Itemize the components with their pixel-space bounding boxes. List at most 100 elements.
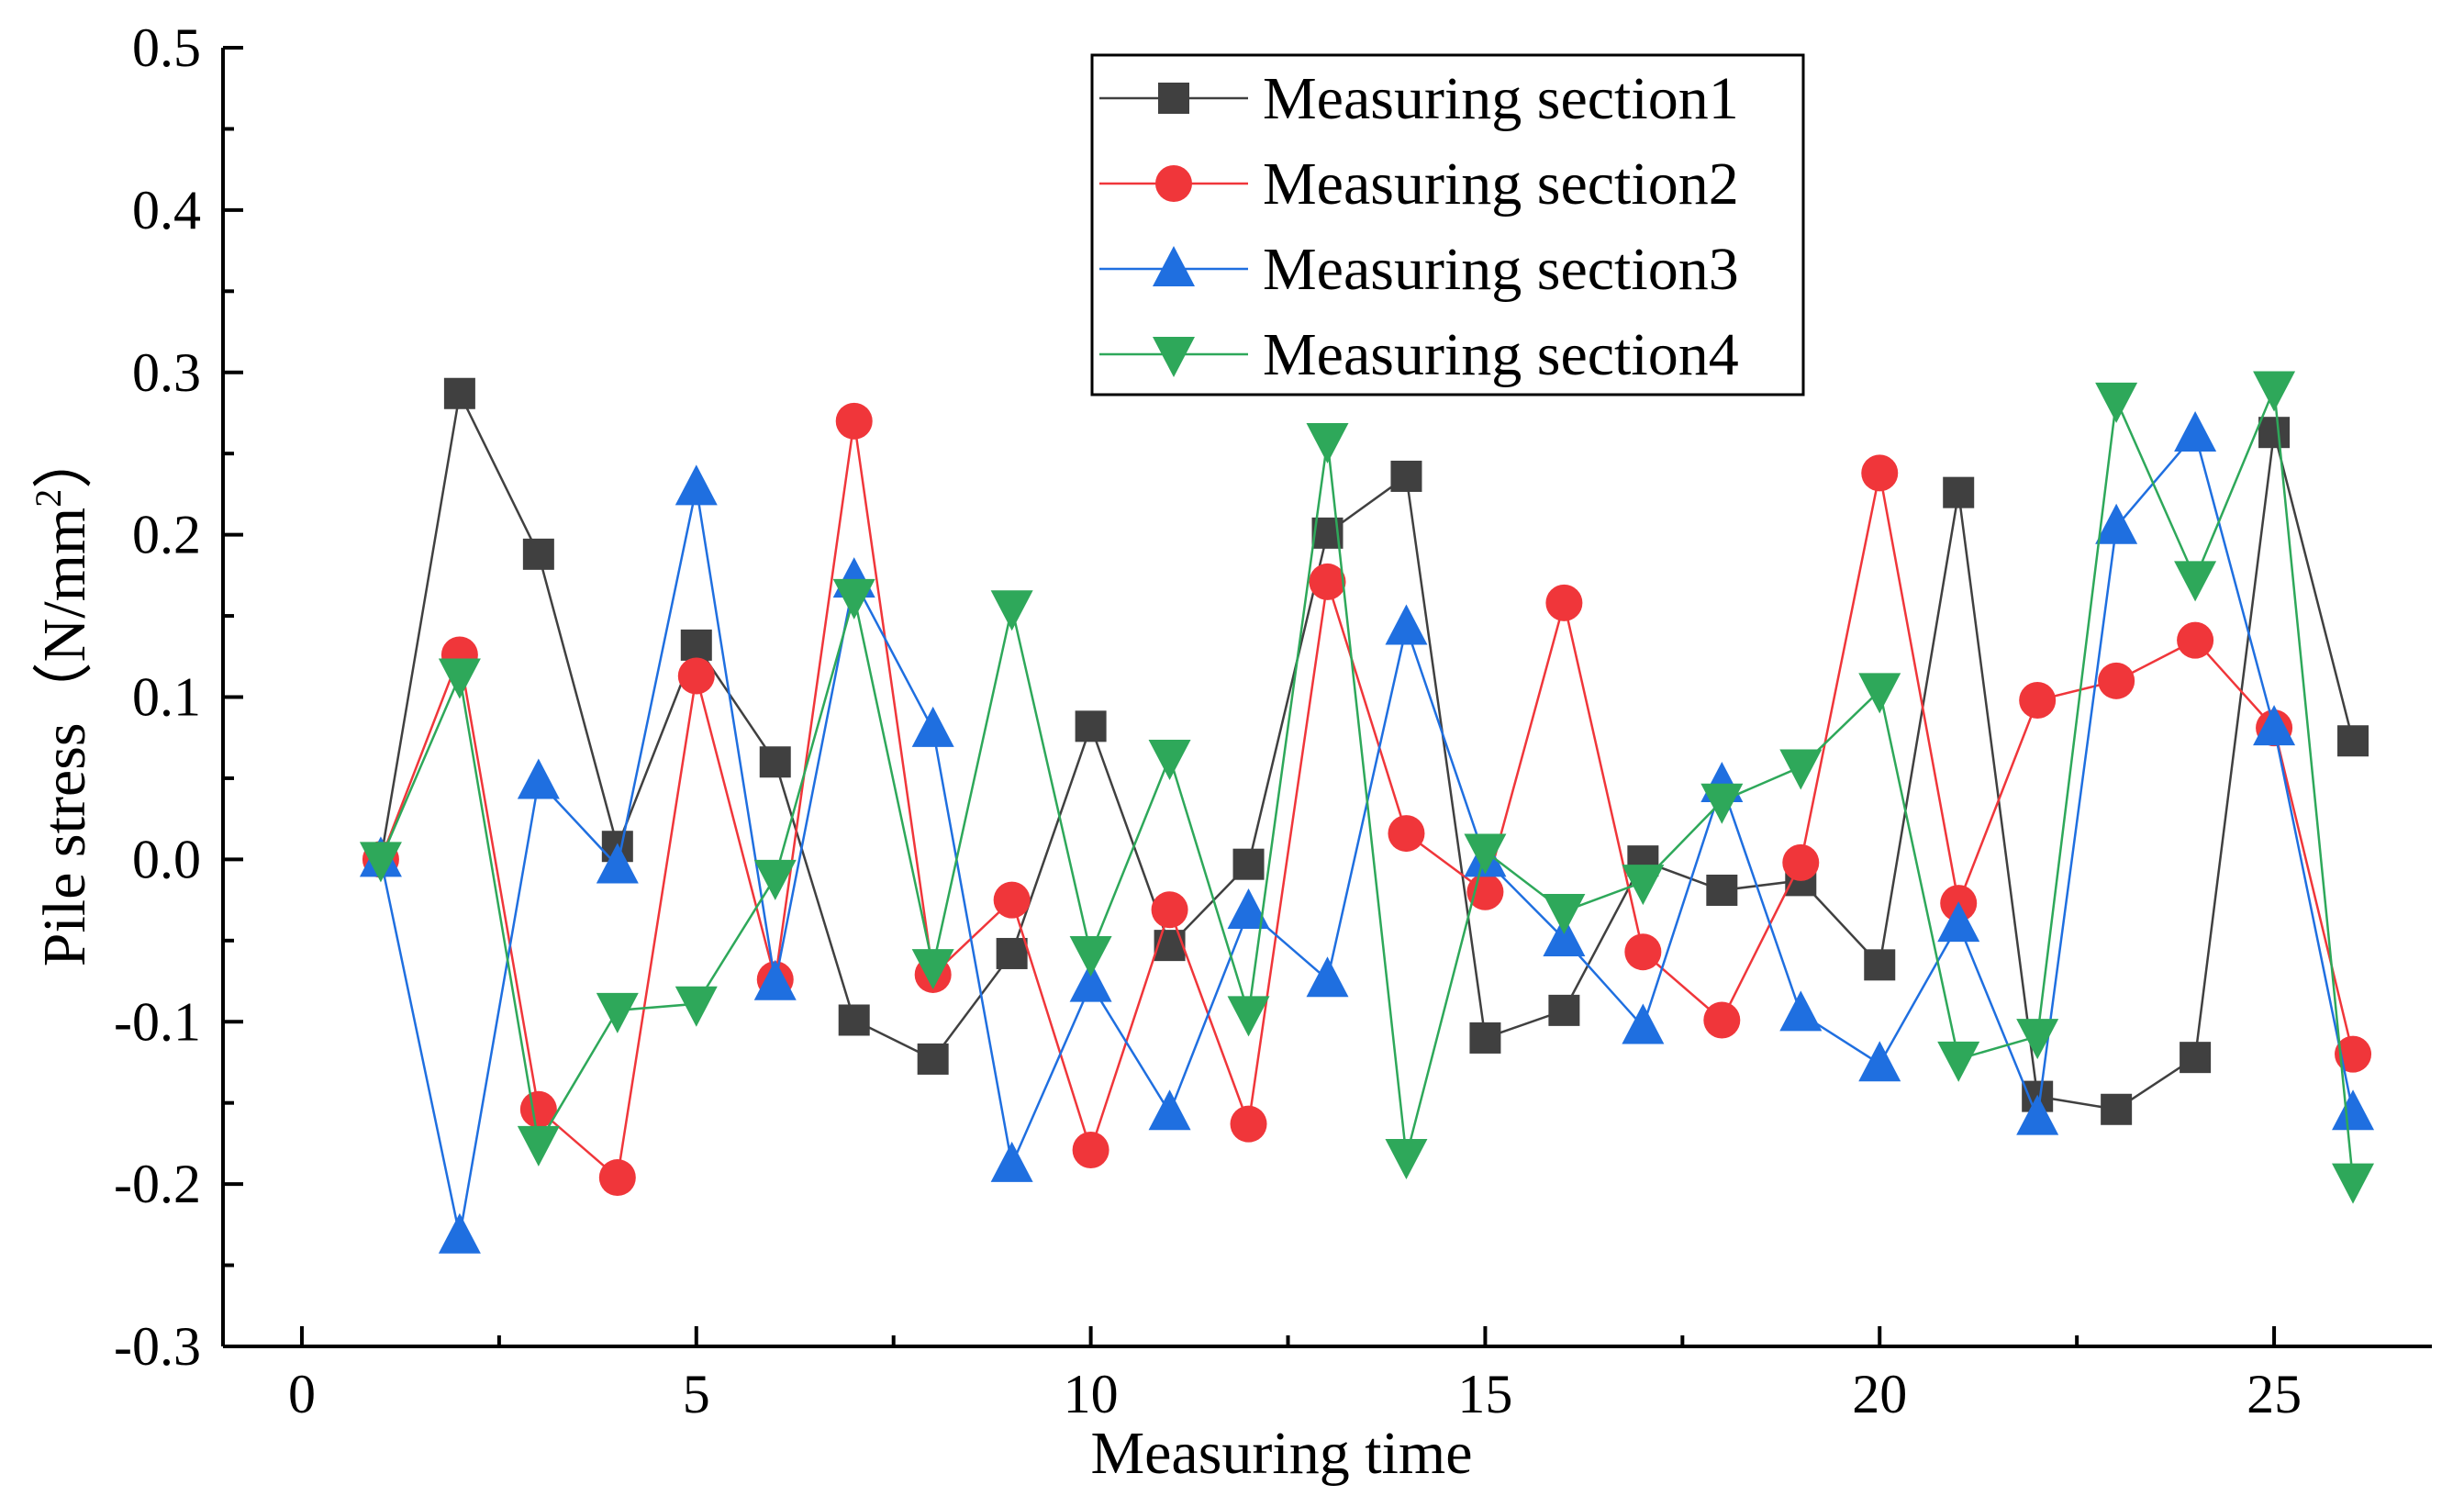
data-point <box>2174 410 2217 452</box>
data-point <box>598 1159 636 1197</box>
data-point <box>1227 996 1270 1037</box>
data-point <box>2258 417 2291 449</box>
series-4 <box>359 371 2375 1204</box>
y-tick-label: -0.3 <box>114 1316 201 1377</box>
data-point <box>996 937 1028 969</box>
data-point <box>2337 725 2369 757</box>
data-point <box>1075 710 1107 742</box>
x-tick-label: 20 <box>1852 1364 1907 1424</box>
axes: 0 5 10 15 20 25 -0.3 -0.2 -0.1 0.0 0.1 0.2 0.3 0.4 0.5 <box>114 17 2432 1424</box>
legend-marker <box>1153 337 1195 377</box>
legend-box <box>1090 53 1805 396</box>
data-point <box>2095 503 2138 544</box>
data-point <box>832 578 875 620</box>
data-point <box>1230 1105 1267 1143</box>
y-tick-label: 0.3 <box>132 342 201 403</box>
data-point <box>1622 865 1665 906</box>
legend-item-4: Measuring section4 <box>1099 321 1739 388</box>
data-point <box>1706 874 1738 906</box>
y-tick-label: 0.1 <box>132 667 201 728</box>
data-point <box>2016 1094 2059 1135</box>
data-point <box>1309 563 1346 600</box>
data-point <box>911 706 954 747</box>
series-line <box>379 389 2355 1111</box>
x-tick-label: 0 <box>288 1364 316 1424</box>
data-point <box>753 859 797 900</box>
data-point <box>1943 476 1975 508</box>
data-point <box>1937 1041 1980 1082</box>
data-point <box>2253 371 2296 412</box>
data-point <box>1227 888 1270 929</box>
data-point <box>1385 604 1428 645</box>
data-point <box>1151 891 1188 929</box>
data-point <box>1858 673 1901 714</box>
x-axis-title: Measuring time <box>1090 1420 1472 1487</box>
legend-item-2: Measuring section2 <box>1099 151 1739 218</box>
data-point <box>838 1004 870 1036</box>
legend: Measuring section1 Measuring section2 Meas… <box>1090 53 1805 396</box>
data-point <box>1072 1131 1109 1168</box>
y-axis-title-close: ） <box>31 429 98 489</box>
data-point <box>1069 961 1112 1002</box>
y-tick-label: 0.2 <box>132 505 201 565</box>
y-tick-label: 0.0 <box>132 829 201 889</box>
series-line <box>379 431 2355 1236</box>
data-point <box>677 657 715 695</box>
data-point <box>522 538 554 570</box>
data-point <box>1390 460 1422 492</box>
data-point <box>1306 956 1349 998</box>
x-tick-label: 25 <box>2247 1364 2302 1424</box>
data-point <box>753 959 797 1000</box>
data-point <box>1700 783 1744 824</box>
data-point <box>1548 994 1580 1026</box>
data-point <box>835 402 873 440</box>
y-axis-title: Pile stress（N/mm2） <box>28 429 98 967</box>
x-tick-label: 5 <box>683 1364 710 1424</box>
data-point <box>680 629 712 661</box>
data-point <box>1624 933 1662 971</box>
x-tick-label: 15 <box>1457 1364 1512 1424</box>
data-point <box>1464 833 1507 875</box>
data-point <box>2332 1089 2375 1131</box>
data-point <box>675 986 718 1027</box>
legend-marker <box>1158 83 1189 114</box>
data-point <box>517 758 560 799</box>
data-point <box>917 1043 949 1075</box>
data-point <box>359 842 402 883</box>
data-point <box>596 843 639 884</box>
data-point <box>993 881 1031 919</box>
data-point <box>517 1125 560 1167</box>
data-point <box>1543 893 1586 934</box>
data-point <box>443 377 475 409</box>
legend-marker <box>1155 165 1192 202</box>
legend-label: Measuring section3 <box>1263 236 1739 303</box>
data-point <box>990 1141 1033 1182</box>
data-point <box>2016 1019 2059 1060</box>
data-point <box>2253 705 2296 746</box>
data-point <box>2174 561 2217 602</box>
data-point <box>1148 739 1191 780</box>
data-point <box>675 464 718 506</box>
data-point <box>2332 1163 2375 1204</box>
y-tick-label: -0.1 <box>114 991 201 1052</box>
data-point <box>1779 990 1823 1032</box>
legend-marker <box>1153 246 1195 286</box>
y-tick-label: -0.2 <box>114 1154 201 1214</box>
data-point <box>1858 1041 1901 1082</box>
series-1 <box>364 377 2369 1125</box>
data-point <box>596 992 639 1033</box>
data-point <box>911 949 954 990</box>
legend-label: Measuring section2 <box>1263 151 1739 218</box>
series-line <box>379 420 2355 1180</box>
data-point <box>438 1212 481 1254</box>
data-point <box>1388 815 1425 853</box>
series-3 <box>359 410 2375 1254</box>
legend-label: Measuring section1 <box>1263 65 1739 132</box>
data-point <box>2095 382 2138 423</box>
x-tick-label: 10 <box>1064 1364 1119 1424</box>
data-point <box>1306 423 1349 464</box>
data-point <box>1232 848 1265 880</box>
data-point <box>2098 662 2135 699</box>
y-axis-title-text: Pile stress（N/mm <box>31 508 98 967</box>
